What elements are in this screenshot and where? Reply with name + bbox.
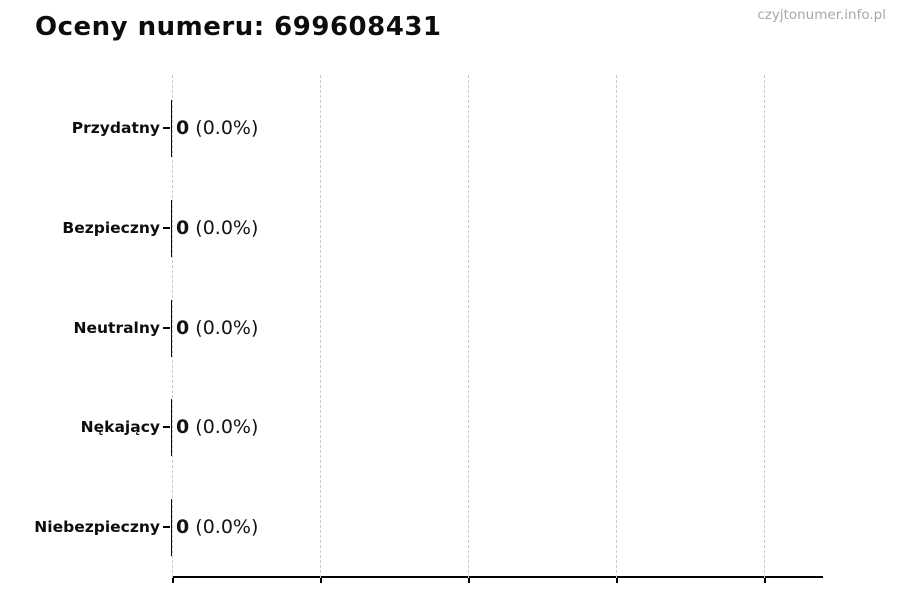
- value-label: 0 (0.0%): [176, 314, 258, 342]
- count-value: 0: [176, 217, 190, 239]
- bar-row: Neutralny 0 (0.0%): [0, 299, 900, 357]
- bar: [170, 199, 173, 257]
- y-axis-tick: [163, 426, 170, 428]
- bar-row: Bezpieczny 0 (0.0%): [0, 199, 900, 257]
- percent-value: (0.0%): [195, 117, 259, 139]
- gridline: [764, 75, 765, 578]
- bar: [170, 299, 173, 357]
- y-axis-tick: [163, 227, 170, 229]
- category-label: Neutralny: [73, 319, 160, 337]
- value-label: 0 (0.0%): [176, 513, 258, 541]
- x-axis-tick: [320, 578, 322, 583]
- x-axis-tick: [764, 578, 766, 583]
- chart-title: Oceny numeru: 699608431: [35, 12, 442, 42]
- bar-row: Nękający 0 (0.0%): [0, 398, 900, 456]
- bar: [170, 498, 173, 556]
- bar: [170, 398, 173, 456]
- value-label: 0 (0.0%): [176, 214, 258, 242]
- bar: [170, 99, 173, 157]
- y-axis-tick: [163, 127, 170, 129]
- category-label: Bezpieczny: [62, 219, 160, 237]
- bar-row: Niebezpieczny 0 (0.0%): [0, 498, 900, 556]
- percent-value: (0.0%): [195, 416, 259, 438]
- count-value: 0: [176, 416, 190, 438]
- category-label: Niebezpieczny: [34, 518, 160, 536]
- gridline: [172, 75, 173, 578]
- percent-value: (0.0%): [195, 317, 259, 339]
- x-axis-tick: [616, 578, 618, 583]
- count-value: 0: [176, 317, 190, 339]
- percent-value: (0.0%): [195, 516, 259, 538]
- count-value: 0: [176, 117, 190, 139]
- gridline: [320, 75, 321, 578]
- x-axis-tick: [468, 578, 470, 583]
- category-label: Nękający: [80, 418, 160, 436]
- gridline: [616, 75, 617, 578]
- watermark-site-label: czyjtonumer.info.pl: [757, 7, 886, 23]
- plot-area: [172, 75, 823, 583]
- count-value: 0: [176, 516, 190, 538]
- percent-value: (0.0%): [195, 217, 259, 239]
- value-label: 0 (0.0%): [176, 114, 258, 142]
- x-axis-tick: [172, 578, 174, 583]
- value-label: 0 (0.0%): [176, 413, 258, 441]
- y-axis-tick: [163, 327, 170, 329]
- bar-row: Przydatny 0 (0.0%): [0, 99, 900, 157]
- gridline: [468, 75, 469, 578]
- y-axis-tick: [163, 526, 170, 528]
- category-label: Przydatny: [71, 119, 160, 137]
